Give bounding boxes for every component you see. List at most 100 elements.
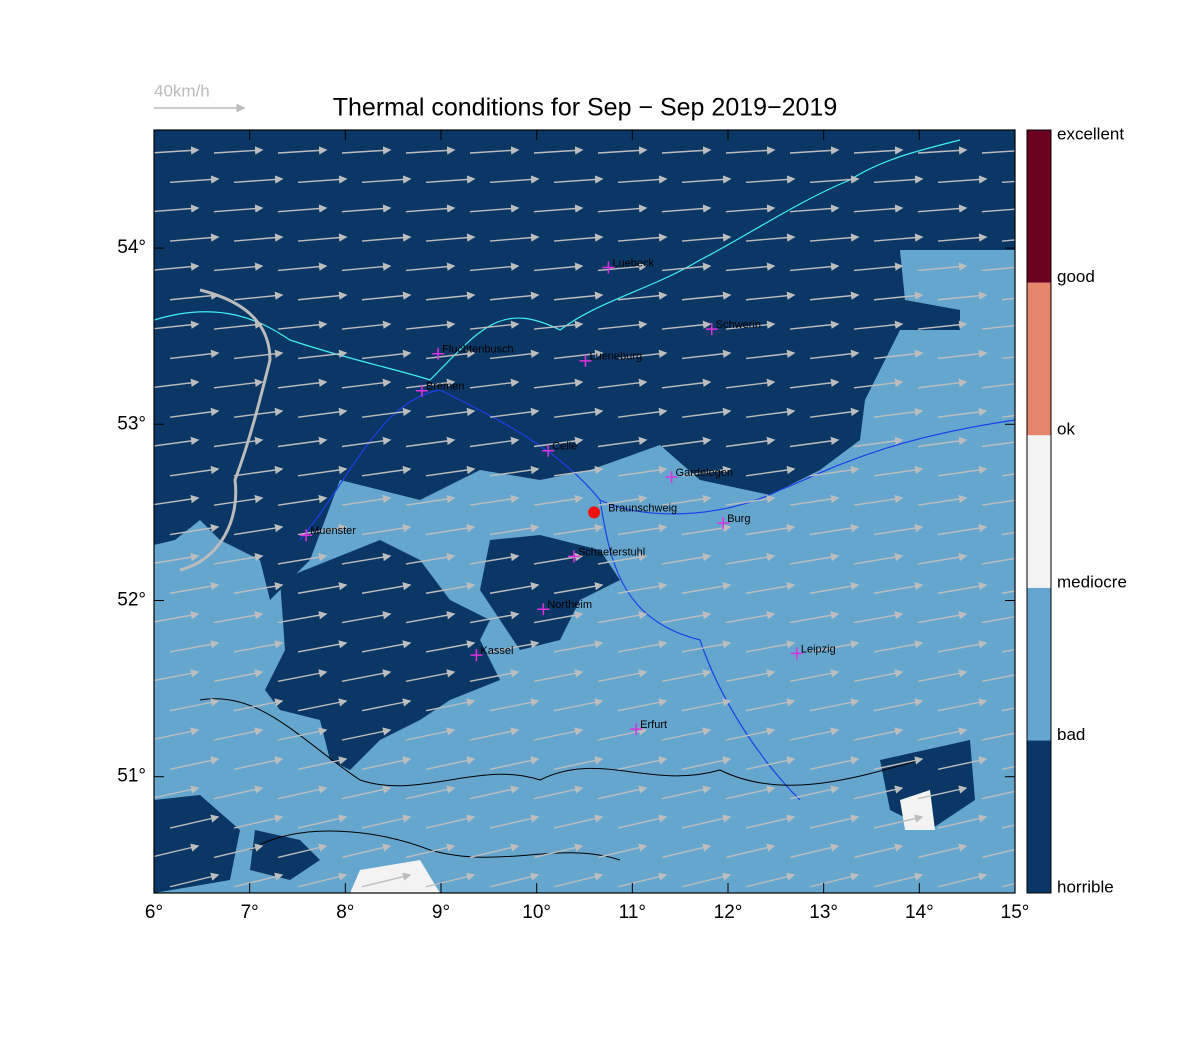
wind-arrow (553, 698, 604, 712)
wind-arrow (661, 204, 712, 213)
wind-arrow (489, 175, 540, 184)
wind-arrow (1001, 707, 1015, 712)
wind-arrow (681, 756, 732, 771)
wind-arrow (981, 150, 1015, 154)
wind-arrow (617, 407, 668, 418)
wind-arrow (661, 785, 712, 800)
wind-arrow (297, 814, 348, 829)
wind-arrow (297, 465, 348, 477)
wind-arrow (917, 843, 968, 859)
horrible-zone (154, 130, 1015, 600)
wind-arrow (981, 266, 1015, 272)
wind-arrow (277, 494, 328, 506)
wind-arrow (661, 262, 712, 272)
wind-arrow (661, 436, 712, 448)
wind-arrow (533, 727, 584, 741)
colorbar-segment (1027, 587, 1051, 741)
wind-arrow (745, 698, 796, 712)
wind-arrow (725, 727, 776, 741)
wind-arrow (553, 523, 604, 536)
wind-arrow (873, 291, 924, 301)
wind-arrow (617, 756, 668, 771)
wind-arrow (597, 785, 648, 800)
wind-arrow (661, 320, 712, 330)
wind-arrow (745, 175, 796, 184)
wind-arrow (533, 320, 584, 330)
wind-arrow (297, 872, 348, 888)
wind-arrow (725, 785, 776, 800)
wind-arrow (745, 233, 796, 242)
city-marker (470, 649, 483, 662)
wind-arrow (425, 582, 476, 594)
wind-arrow (469, 552, 520, 565)
wind-arrow (213, 611, 264, 624)
wind-arrow (917, 727, 968, 741)
wind-arrow (553, 640, 604, 653)
wind-arrow (745, 872, 796, 888)
wind-arrow (937, 407, 988, 418)
wind-arrow (533, 204, 584, 213)
wind-arrow (233, 465, 284, 477)
wind-arrow (489, 814, 540, 829)
city-label: Celle (552, 441, 577, 453)
wind-arrow (553, 349, 604, 360)
wind-arrow (425, 523, 476, 536)
colorbar: horrible bad mediocre ok good excellent (1026, 124, 1127, 896)
x-tick-label: 14° (905, 902, 934, 923)
wind-arrow (405, 378, 456, 389)
wind-arrow (917, 320, 968, 330)
wind-arrow (725, 552, 776, 565)
wind-arrow (277, 843, 328, 859)
wind-arrow (469, 262, 520, 272)
wind-arrow (617, 698, 668, 712)
wind-arrow (341, 146, 392, 155)
wind-arrow (853, 378, 904, 389)
horrible-zone (265, 540, 500, 770)
wind-arrow (873, 640, 924, 653)
wind-arrow (745, 582, 796, 594)
wind-arrow (853, 843, 904, 859)
wind-arrow (725, 262, 776, 272)
wind-arrow (425, 349, 476, 360)
wind-arrow (853, 494, 904, 506)
wind-arrow (789, 262, 840, 272)
wind-arrow (233, 872, 284, 888)
wind-arrow (489, 523, 540, 536)
wind-arrow (873, 872, 924, 888)
y-tick-label: 53° (117, 413, 146, 434)
wind-arrow (341, 204, 392, 213)
wind-arrow (789, 378, 840, 389)
wind-arrow (725, 843, 776, 859)
wind-arrow (169, 523, 220, 536)
wind-arrow (533, 146, 584, 155)
wind-arrow (361, 233, 412, 242)
wind-arrow (809, 233, 860, 242)
wind-arrow (361, 698, 412, 712)
wind-arrow (681, 465, 732, 477)
wind-arrow (233, 523, 284, 536)
wind-arrow (405, 843, 456, 859)
wind-arrow (361, 465, 412, 477)
wind-arrow (1001, 180, 1015, 184)
wind-arrow (917, 378, 968, 389)
wind-arrow (981, 383, 1015, 389)
wind-arrow (937, 756, 988, 771)
wind-arrow (725, 494, 776, 506)
wind-arrow (233, 233, 284, 242)
wind-arrow (725, 669, 776, 682)
wind-arrow (277, 611, 328, 624)
wind-arrow (533, 669, 584, 682)
wind-arrow (297, 582, 348, 594)
wind-arrow (533, 378, 584, 389)
wind-arrow (597, 262, 648, 272)
wind-arrow (533, 262, 584, 272)
wind-arrow (405, 727, 456, 741)
x-tick-label: 9° (432, 902, 450, 923)
wind-arrow (489, 582, 540, 594)
wind-arrow (661, 552, 712, 565)
wind-arrow (297, 291, 348, 301)
wind-arrow (681, 698, 732, 712)
wind-arrow (553, 582, 604, 594)
wind-arrow (469, 611, 520, 624)
horrible-zone (480, 535, 620, 650)
